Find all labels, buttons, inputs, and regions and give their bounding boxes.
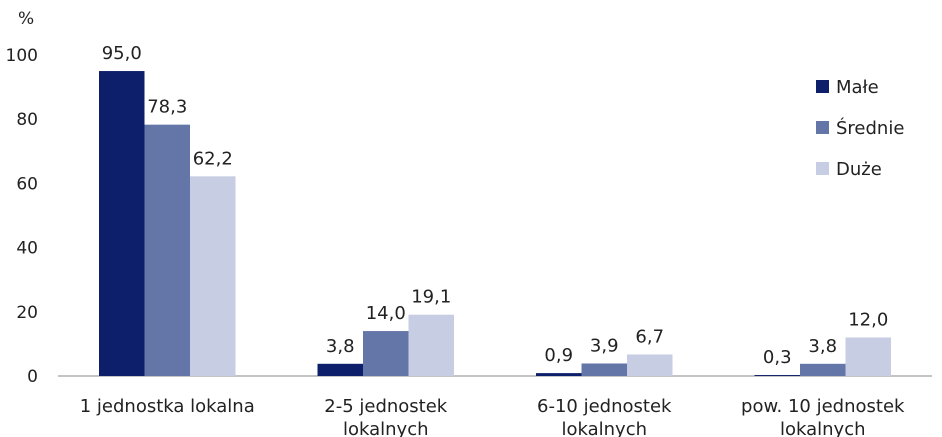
x-tick-label: lokalnych <box>561 419 647 437</box>
data-label: 6,7 <box>635 326 664 347</box>
x-tick-label: lokalnych <box>780 419 866 437</box>
data-label: 95,0 <box>102 43 142 64</box>
bar <box>190 176 236 376</box>
data-label: 0,9 <box>544 345 573 366</box>
bar <box>800 363 846 376</box>
data-label: 3,8 <box>326 336 355 357</box>
bar <box>317 363 363 376</box>
x-tick-label: 1 jednostka lokalna <box>80 396 255 417</box>
y-tick-label: 100 <box>6 46 38 66</box>
bar <box>408 314 454 376</box>
data-label: 14,0 <box>366 303 406 324</box>
y-tick-label: 40 <box>16 239 38 259</box>
x-tick-label: pow. 10 jednostek <box>741 396 905 417</box>
bars <box>99 71 891 377</box>
bar <box>754 375 800 376</box>
legend-swatch <box>816 162 829 175</box>
x-tick-label: 6-10 jednostek <box>537 396 672 417</box>
bar <box>581 363 627 376</box>
legend-swatch <box>816 80 829 93</box>
y-axis-unit: % <box>18 9 34 29</box>
bar <box>363 331 409 376</box>
bar <box>536 373 582 376</box>
y-tick-label: 80 <box>16 110 38 130</box>
data-label: 78,3 <box>147 97 187 118</box>
x-axis-labels: 1 jednostka lokalna 2-5 jednostek lokalnyc… <box>80 396 905 437</box>
data-label: 62,2 <box>193 148 233 169</box>
x-tick-label: 2-5 jednostek <box>324 396 448 417</box>
data-label: 3,8 <box>808 336 837 357</box>
data-label: 3,9 <box>590 335 619 356</box>
legend-label: Średnie <box>836 117 904 139</box>
bar <box>627 354 673 376</box>
data-label: 0,3 <box>763 347 792 368</box>
bar <box>845 337 891 376</box>
x-tick-label: lokalnych <box>343 419 429 437</box>
legend-label: Małe <box>836 77 879 98</box>
y-tick-label: 20 <box>16 303 38 323</box>
bar <box>99 71 145 377</box>
y-axis: 0 20 40 60 80 100 <box>6 46 38 387</box>
legend-label: Duże <box>836 159 882 180</box>
data-labels: 95,0 78,3 62,2 3,8 14,019,1 0,9 3,9 6,7 0,3 3,8 12… <box>102 43 889 368</box>
legend: Małe Średnie Duże <box>816 77 904 180</box>
y-tick-label: 0 <box>27 367 38 387</box>
data-label: 12,0 <box>848 309 888 330</box>
bar <box>144 124 190 376</box>
legend-swatch <box>816 121 829 134</box>
y-tick-label: 60 <box>16 174 38 194</box>
data-label: 19,1 <box>411 287 451 308</box>
